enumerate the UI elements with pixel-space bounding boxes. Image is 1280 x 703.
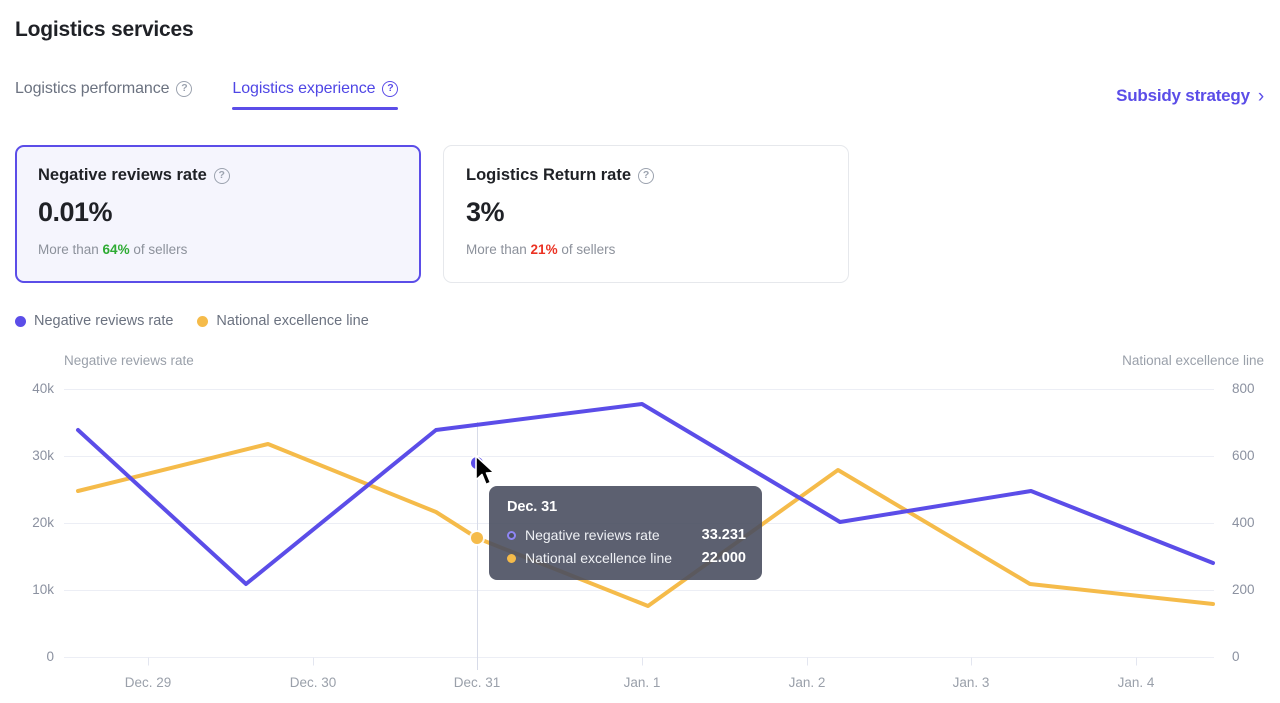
tab-bar: Logistics performance ? Logistics experi…	[15, 80, 399, 110]
help-circle-icon[interactable]: ?	[382, 81, 399, 97]
legend-color-swatch-icon	[15, 315, 26, 327]
metric-card-list: Negative reviews rate ? 0.01% More than …	[15, 145, 849, 283]
tab-logistics-performance[interactable]: Logistics performance ?	[15, 80, 193, 110]
metric-card-title: Negative reviews rate	[38, 166, 207, 184]
help-circle-icon[interactable]: ?	[176, 81, 193, 97]
x-axis-tick-jan-1: Jan. 1	[623, 675, 661, 690]
left-axis-tick-10k: 10k	[32, 582, 54, 597]
x-axis-tick-dec-31: Dec. 31	[453, 675, 501, 690]
legend-color-swatch-icon	[197, 315, 209, 327]
metric-card-title-row: Logistics Return rate ?	[466, 166, 826, 185]
right-axis-tick-600: 600	[1232, 448, 1255, 463]
metric-card-subtext: More than 64% of sellers	[38, 242, 398, 257]
right-axis-tick-800: 800	[1232, 381, 1255, 396]
line-chart: Negative reviews rate National excellenc…	[0, 340, 1280, 703]
metric-card-subtext: More than 21% of sellers	[466, 242, 826, 257]
tooltip-swatch-icon	[507, 530, 516, 540]
metric-card-value: 0.01%	[38, 197, 113, 227]
metric-card-title-row: Negative reviews rate ?	[38, 166, 398, 185]
left-axis-tick-0: 0	[46, 649, 54, 664]
chart-xaxis-ticks	[148, 657, 1137, 666]
metric-card-logistics-return-rate[interactable]: Logistics Return rate ? 3% More than 21%…	[443, 145, 849, 283]
x-axis-tick-dec-30: Dec. 30	[289, 675, 337, 690]
left-axis-tick-20k: 20k	[32, 515, 54, 530]
series-line-negative-reviews-rate	[76, 402, 1215, 586]
metric-card-sub-suffix: of sellers	[557, 242, 616, 257]
right-axis-tick-400: 400	[1232, 515, 1255, 530]
tooltip-row-national-excellence-line: National excellence line 22.000	[507, 550, 746, 566]
hover-marker-national-excellence-line[interactable]	[471, 532, 483, 544]
left-axis-tick-40k: 40k	[32, 381, 54, 396]
tooltip-row-negative-reviews-rate: Negative reviews rate 33.231	[507, 527, 746, 543]
legend-label: National excellence line	[216, 313, 369, 329]
left-axis-caption: Negative reviews rate	[64, 353, 194, 368]
chart-tooltip: Dec. 31 Negative reviews rate 33.231 Nat…	[489, 486, 762, 580]
x-axis-tick-jan-4: Jan. 4	[1117, 675, 1155, 690]
right-axis-tick-200: 200	[1232, 582, 1255, 597]
tooltip-title: Dec. 31	[507, 499, 558, 515]
help-circle-icon[interactable]: ?	[638, 167, 655, 184]
metric-card-sub-highlight: 21%	[530, 242, 558, 257]
chevron-right-icon: ›	[1257, 85, 1264, 107]
right-axis-tick-0: 0	[1232, 649, 1240, 664]
left-axis-tick-30k: 30k	[32, 448, 54, 463]
metric-card-sub-suffix: of sellers	[129, 242, 188, 257]
x-axis-tick-jan-2: Jan. 2	[788, 675, 826, 690]
metric-card-title: Logistics Return rate	[466, 166, 632, 184]
metric-card-value: 3%	[466, 197, 505, 227]
x-axis-tick-jan-3: Jan. 3	[952, 675, 990, 690]
tab-label: Logistics performance	[15, 80, 170, 97]
metric-card-sub-prefix: More than	[466, 242, 531, 257]
help-circle-icon[interactable]: ?	[213, 167, 230, 184]
tooltip-series-value: 22.000	[701, 550, 746, 566]
hover-marker-negative-reviews-rate[interactable]	[471, 457, 483, 469]
metric-card-negative-reviews-rate[interactable]: Negative reviews rate ? 0.01% More than …	[15, 145, 421, 283]
x-axis-tick-dec-29: Dec. 29	[124, 675, 172, 690]
tab-label: Logistics experience	[232, 80, 376, 97]
right-axis-caption: National excellence line	[1122, 353, 1264, 368]
metric-card-sub-highlight: 64%	[102, 242, 130, 257]
subsidy-strategy-label: Subsidy strategy	[1116, 86, 1250, 105]
tab-logistics-experience[interactable]: Logistics experience ?	[232, 80, 399, 110]
legend-item-negative-reviews-rate[interactable]: Negative reviews rate	[15, 313, 173, 329]
tooltip-series-value: 33.231	[701, 527, 746, 543]
page-title: Logistics services	[15, 18, 194, 41]
metric-card-sub-prefix: More than	[38, 242, 103, 257]
legend-item-national-excellence-line[interactable]: National excellence line	[197, 313, 369, 329]
tooltip-series-label: National excellence line	[525, 550, 673, 566]
subsidy-strategy-link[interactable]: Subsidy strategy ›	[1116, 86, 1264, 106]
legend-label: Negative reviews rate	[34, 313, 174, 329]
chart-legend: Negative reviews rate National excellenc…	[15, 313, 369, 329]
tooltip-swatch-icon	[507, 553, 516, 563]
tooltip-series-label: Negative reviews rate	[525, 527, 660, 543]
